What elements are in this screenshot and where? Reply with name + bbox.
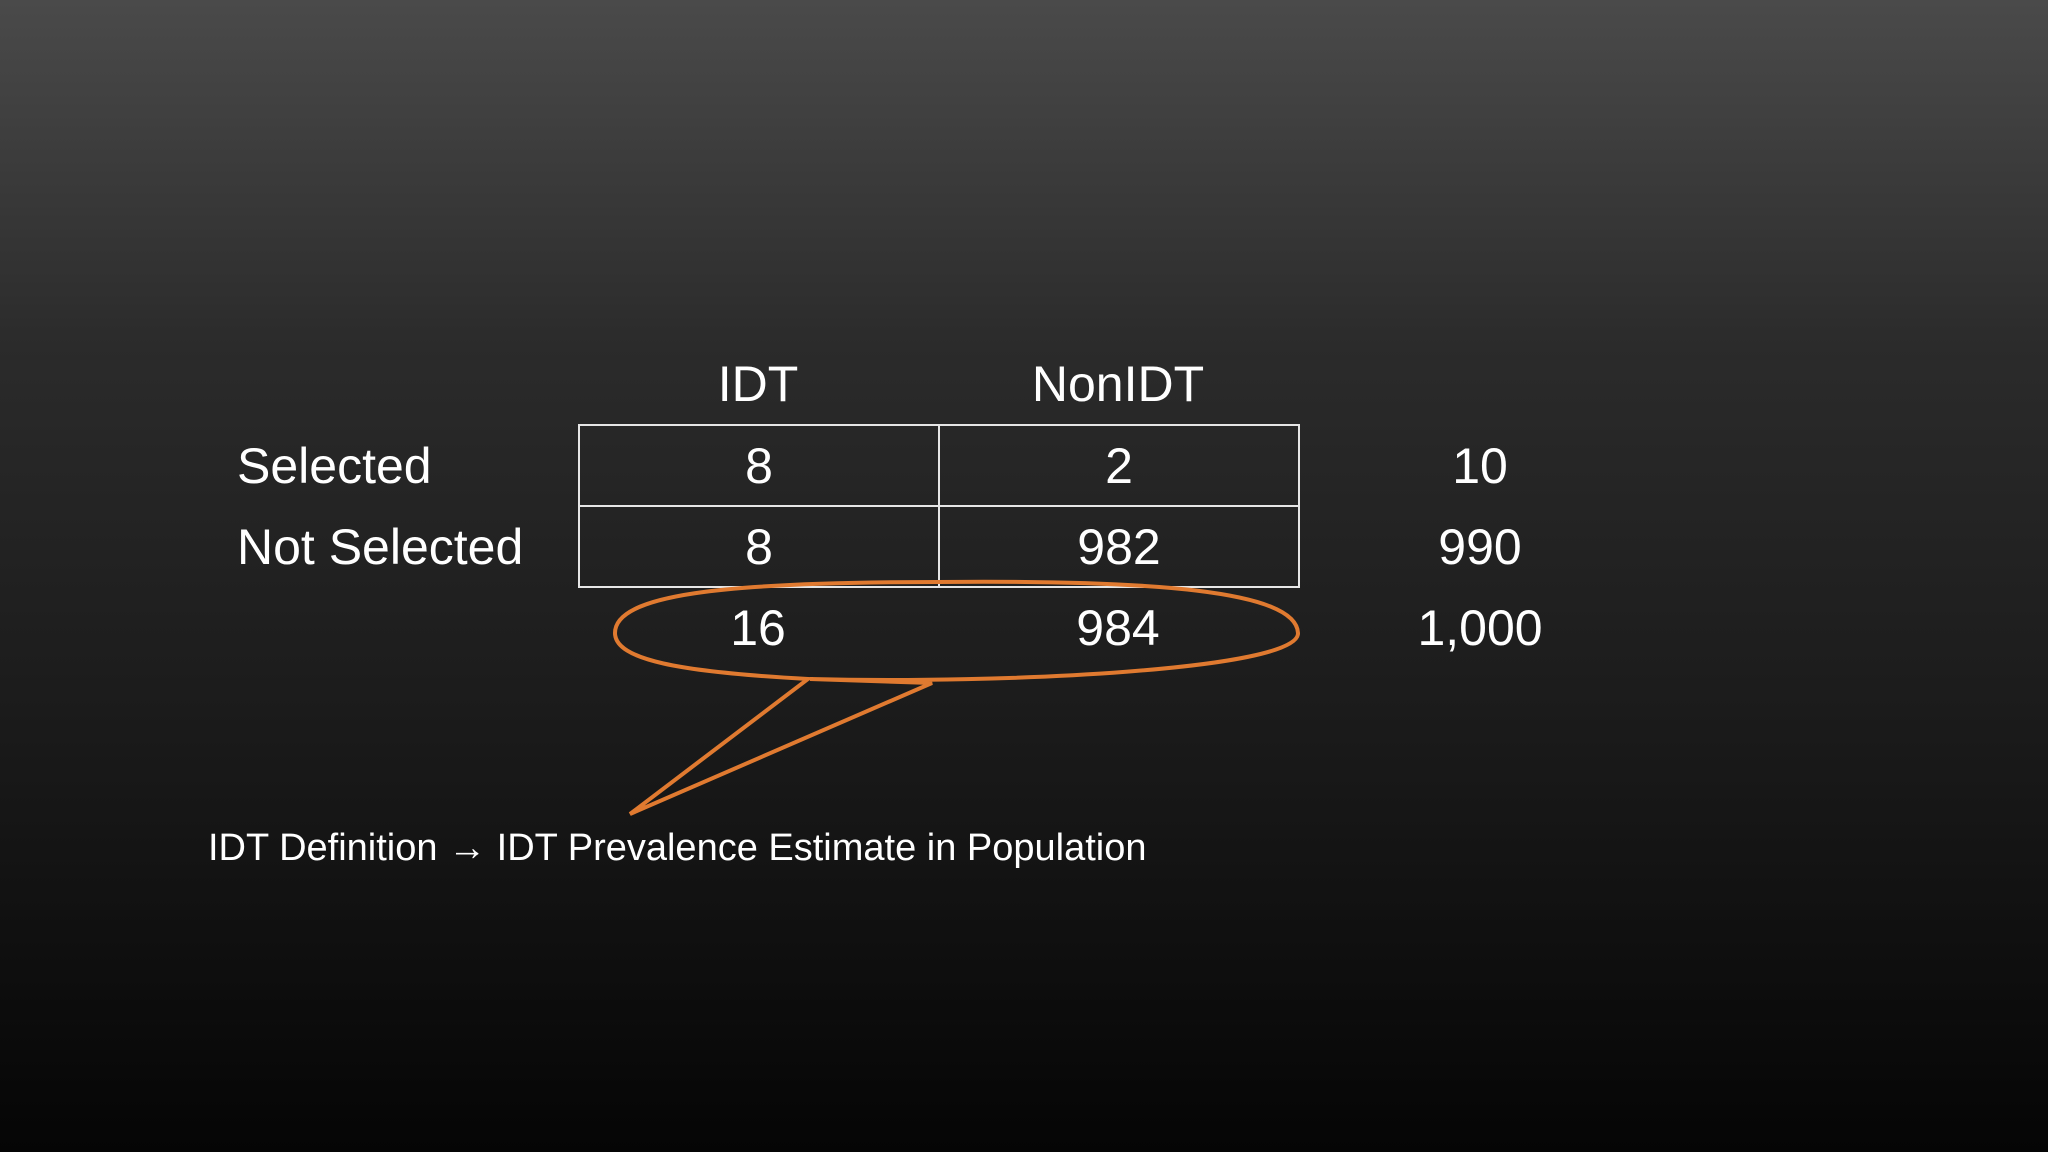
cell-selected-idt: 8 xyxy=(578,424,940,507)
row-total-not-selected: 990 xyxy=(1438,519,1522,575)
row-label-not-selected: Not Selected xyxy=(237,519,524,575)
caption-right: IDT Prevalence Estimate in Population xyxy=(496,827,1147,869)
table-row: 8 982 xyxy=(578,505,1300,588)
table-row: 8 2 xyxy=(578,424,1300,507)
cell-not-selected-idt: 8 xyxy=(578,505,940,588)
arrow-right-icon: → xyxy=(448,827,487,869)
column-total-idt: 16 xyxy=(730,600,786,656)
caption-left: IDT Definition xyxy=(208,827,438,869)
grand-total: 1,000 xyxy=(1417,600,1543,656)
contingency-table: 8 2 8 982 xyxy=(578,424,1300,588)
cell-not-selected-nonidt: 982 xyxy=(938,505,1300,588)
row-total-selected: 10 xyxy=(1452,438,1508,494)
column-header-nonidt: NonIDT xyxy=(1031,356,1205,412)
caption: IDT Definition → IDT Prevalence Estimate… xyxy=(208,822,1147,874)
column-header-idt: IDT xyxy=(717,356,799,412)
cell-selected-nonidt: 2 xyxy=(938,424,1300,507)
row-label-selected: Selected xyxy=(237,438,432,494)
column-total-nonidt: 984 xyxy=(1076,600,1160,656)
